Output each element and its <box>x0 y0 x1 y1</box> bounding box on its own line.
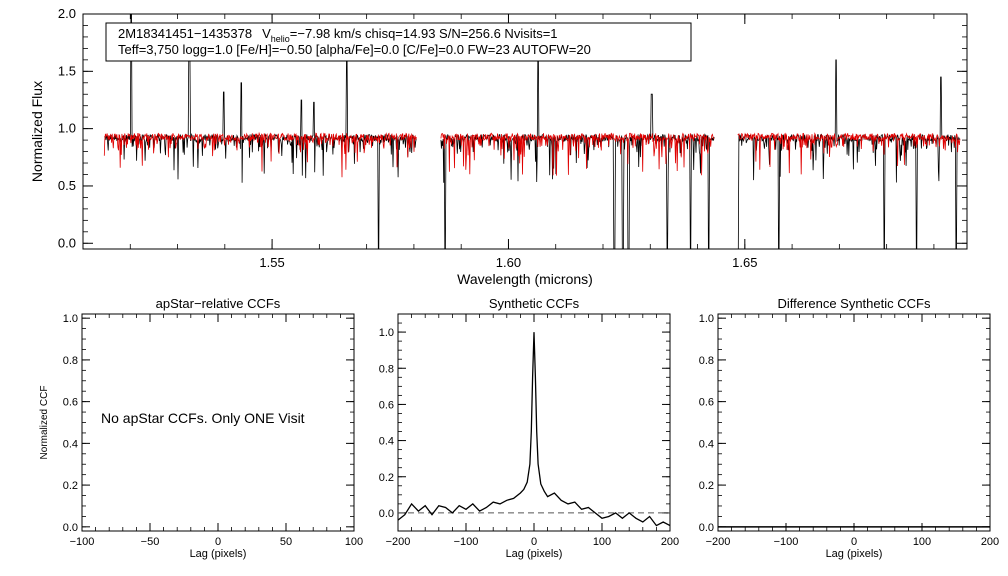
annotation-box <box>105 22 692 62</box>
y-tick-label: 0.0 <box>699 522 714 534</box>
x-tick-label: 100 <box>913 536 931 548</box>
y-tick-label: 0.6 <box>379 399 394 411</box>
x-tick-label: 0 <box>851 536 857 548</box>
synthetic-ccf-line <box>397 332 671 527</box>
model-spectrum-line <box>103 131 961 178</box>
apstar-ccf-panel: −100 −50 0 50 100 0.0 0.2 0.4 0.6 0.8 1.0 Lag (pixe… <box>39 296 363 560</box>
y-axis-label: Normalized Flux <box>29 81 45 182</box>
y-tick-label: 0.2 <box>379 472 394 484</box>
y-tick-label: 1.0 <box>379 327 394 339</box>
x-tick-label: 200 <box>981 536 999 548</box>
y-tick-label: 0.0 <box>63 522 78 534</box>
panel-title: Difference Synthetic CCFs <box>778 296 931 311</box>
x-tick-label: 0 <box>531 536 537 548</box>
x-tick-label: 0 <box>215 536 221 548</box>
x-tick-label: −100 <box>454 536 479 548</box>
x-tick-label: 100 <box>345 536 363 548</box>
y-tick-label: 0.6 <box>63 397 78 409</box>
spectrum-panel: 1.55 1.60 1.65 0.0 0.5 1.0 1.5 2.0 Wavelength (m… <box>29 6 968 287</box>
x-tick-label: −100 <box>70 536 95 548</box>
x-axis-label: Lag (pixels) <box>190 548 247 560</box>
y-tick-label: 0.8 <box>379 363 394 375</box>
y-tick-label: 0.4 <box>699 438 714 450</box>
x-tick-label: 50 <box>280 536 292 548</box>
y-tick-label: 0.8 <box>63 355 78 367</box>
y-tick-label: 1.0 <box>63 313 78 325</box>
y-tick-label: 2.0 <box>58 6 76 21</box>
x-tick-label: −200 <box>386 536 411 548</box>
no-ccf-message: No apStar CCFs. Only ONE Visit <box>101 410 305 426</box>
x-tick-label: 200 <box>661 536 679 548</box>
plot-frame <box>717 313 991 532</box>
difference-ccf-panel: −200 −100 0 100 200 0.0 0.2 0.4 0.6 0.8 1.0 Lag (pi… <box>699 296 999 560</box>
x-tick-label: 100 <box>593 536 611 548</box>
y-tick-label: 1.0 <box>58 121 76 136</box>
y-tick-label: 0.2 <box>63 480 78 492</box>
v-rest: =−7.98 km/s chisq=14.93 S/N=256.6 Nvisit… <box>290 26 558 41</box>
synthetic-ccf-panel: −200 −100 0 100 200 0.0 0.2 0.4 0.6 0.8 1.0 Lag (pi… <box>379 296 679 560</box>
x-tick-label: 1.65 <box>732 255 757 270</box>
x-tick-label: −50 <box>141 536 160 548</box>
v-sub: helio <box>271 34 290 44</box>
x-tick-label: 1.55 <box>259 255 284 270</box>
x-axis-label: Lag (pixels) <box>506 548 563 560</box>
x-axis-label: Wavelength (microns) <box>457 271 593 287</box>
annotation-line-2: Teff=3,750 logg=1.0 [Fe/H]=−0.50 [alpha/… <box>118 42 591 57</box>
y-tick-label: 0.5 <box>58 178 76 193</box>
panel-title: apStar−relative CCFs <box>156 296 281 311</box>
y-axis-label: Normalized CCF <box>39 386 50 460</box>
annotation-line-1: 2M18341451−1435378 Vhelio=−7.98 km/s chis… <box>118 26 558 44</box>
plot-frame <box>82 13 968 250</box>
v-prefix: V <box>262 26 271 41</box>
x-tick-label: 1.60 <box>496 255 521 270</box>
y-tick-label: 0.0 <box>58 235 76 250</box>
y-tick-label: 0.0 <box>379 508 394 520</box>
y-tick-label: 0.6 <box>699 397 714 409</box>
y-tick-label: 1.5 <box>58 63 76 78</box>
y-tick-label: 0.4 <box>379 436 394 448</box>
x-tick-label: −200 <box>706 536 731 548</box>
x-axis-label: Lag (pixels) <box>826 548 883 560</box>
y-tick-label: 1.0 <box>699 313 714 325</box>
y-tick-label: 0.4 <box>63 438 78 450</box>
x-tick-label: −100 <box>774 536 799 548</box>
y-tick-label: 0.8 <box>699 355 714 367</box>
panel-title: Synthetic CCFs <box>489 296 580 311</box>
star-name: 2M18341451−1435378 <box>118 26 252 41</box>
y-tick-label: 0.2 <box>699 480 714 492</box>
